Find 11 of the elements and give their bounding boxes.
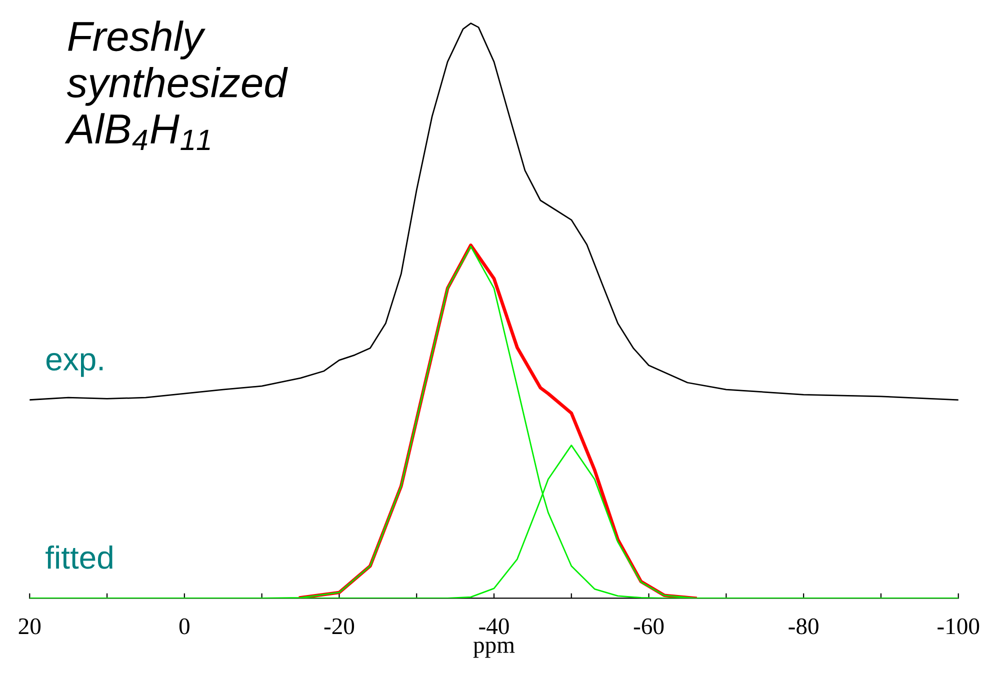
x-tick-label: -40 [479, 618, 509, 634]
x-tick-label: -80 [788, 618, 818, 634]
x-tick-label: -20 [324, 618, 354, 634]
x-axis-title: ppm [473, 642, 515, 658]
series-label: fitted [46, 545, 112, 569]
x-tick-label: 20 [18, 618, 41, 634]
x-tick-label: -100 [938, 618, 980, 634]
series-label: exp. [46, 353, 103, 377]
x-tick-label: -60 [634, 618, 664, 634]
x-tick-label: 0 [179, 618, 190, 634]
text: Freshly synthesized AlB$_{4}$H$_{11}$ [64, 20, 288, 150]
